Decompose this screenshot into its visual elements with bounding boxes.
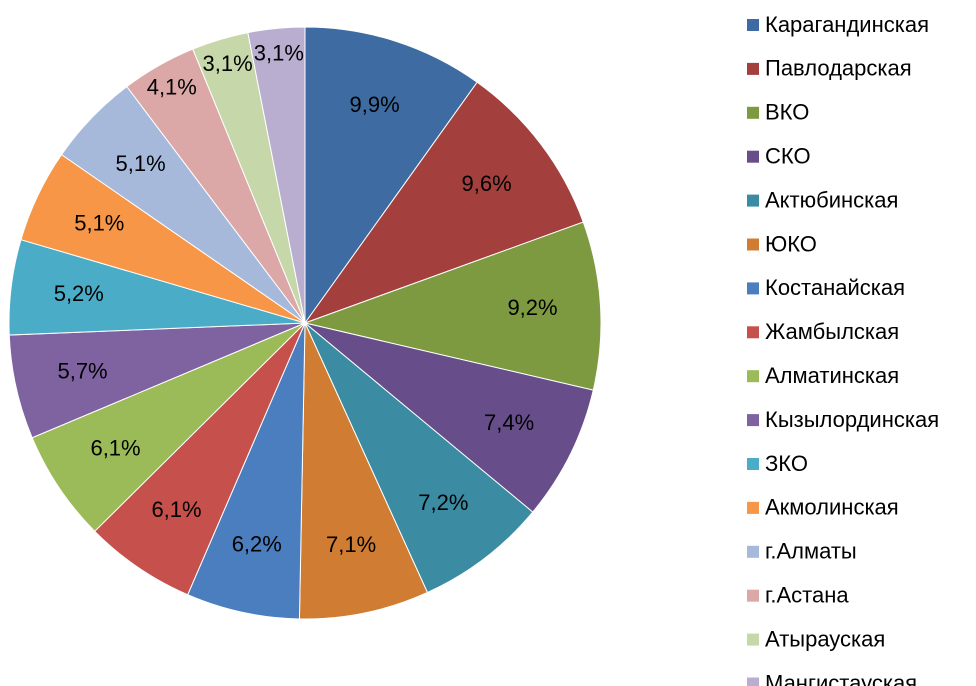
legend-label: Мангистауская	[765, 670, 917, 686]
data-label: 5,1%	[116, 151, 166, 176]
legend-label: Актюбинская	[765, 187, 898, 212]
data-label: 5,1%	[74, 211, 124, 236]
legend-label: Жамбылская	[765, 319, 899, 344]
legend-label: ЮКО	[765, 231, 817, 256]
pie-slice	[304, 26, 478, 325]
data-label: 7,4%	[484, 410, 534, 435]
legend-label: СКО	[765, 144, 811, 169]
data-label: 9,9%	[350, 92, 400, 117]
legend-swatch	[747, 545, 759, 558]
legend-label: Алматинская	[765, 363, 899, 388]
pie-slice	[304, 322, 534, 594]
data-label: 3,1%	[202, 51, 252, 76]
data-label: 7,2%	[418, 490, 468, 515]
legend-label: Павлодарская	[765, 56, 912, 81]
legend-label: г.Алматы	[765, 539, 857, 564]
legend-label: Карагандинская	[765, 12, 929, 37]
legend-label: Атырауская	[765, 626, 885, 651]
pie-slice	[303, 221, 602, 391]
pie-slice	[247, 26, 306, 324]
legend-swatch	[747, 370, 759, 383]
legend-swatch	[747, 282, 759, 295]
pie-slice	[298, 322, 429, 620]
data-label: 6,2%	[232, 532, 282, 557]
legend-swatch	[747, 106, 759, 119]
legend-swatch	[747, 238, 759, 251]
pie-slice	[303, 81, 584, 325]
legend-swatch	[747, 501, 759, 514]
data-label: 3,1%	[254, 41, 304, 66]
pie-slice	[304, 322, 594, 513]
data-label: 7,1%	[326, 532, 376, 557]
data-label: 5,2%	[54, 281, 104, 306]
data-label: 6,1%	[90, 436, 140, 461]
legend-swatch	[747, 150, 759, 163]
data-label: 6,1%	[151, 497, 201, 522]
legend-label: ЗКО	[765, 451, 808, 476]
data-label: 9,6%	[462, 171, 512, 196]
legend-swatch	[747, 677, 759, 686]
legend-label: Акмолинская	[765, 495, 899, 520]
legend-swatch	[747, 414, 759, 427]
legend-swatch	[747, 326, 759, 339]
legend-label: Кызылординская	[765, 407, 939, 432]
legend-swatch	[747, 62, 759, 75]
pie-slice	[187, 322, 306, 620]
legend-label: ВКО	[765, 100, 809, 125]
data-label: 4,1%	[147, 75, 197, 100]
legend-label: г.Астана	[765, 583, 849, 608]
legend-swatch	[747, 633, 759, 646]
data-label: 9,2%	[507, 295, 557, 320]
legend-swatch	[747, 194, 759, 207]
data-label: 5,7%	[57, 358, 107, 383]
legend-swatch	[747, 19, 759, 31]
legend-swatch	[747, 458, 759, 470]
legend-label: Костанайская	[765, 275, 905, 300]
legend-swatch	[747, 589, 759, 602]
